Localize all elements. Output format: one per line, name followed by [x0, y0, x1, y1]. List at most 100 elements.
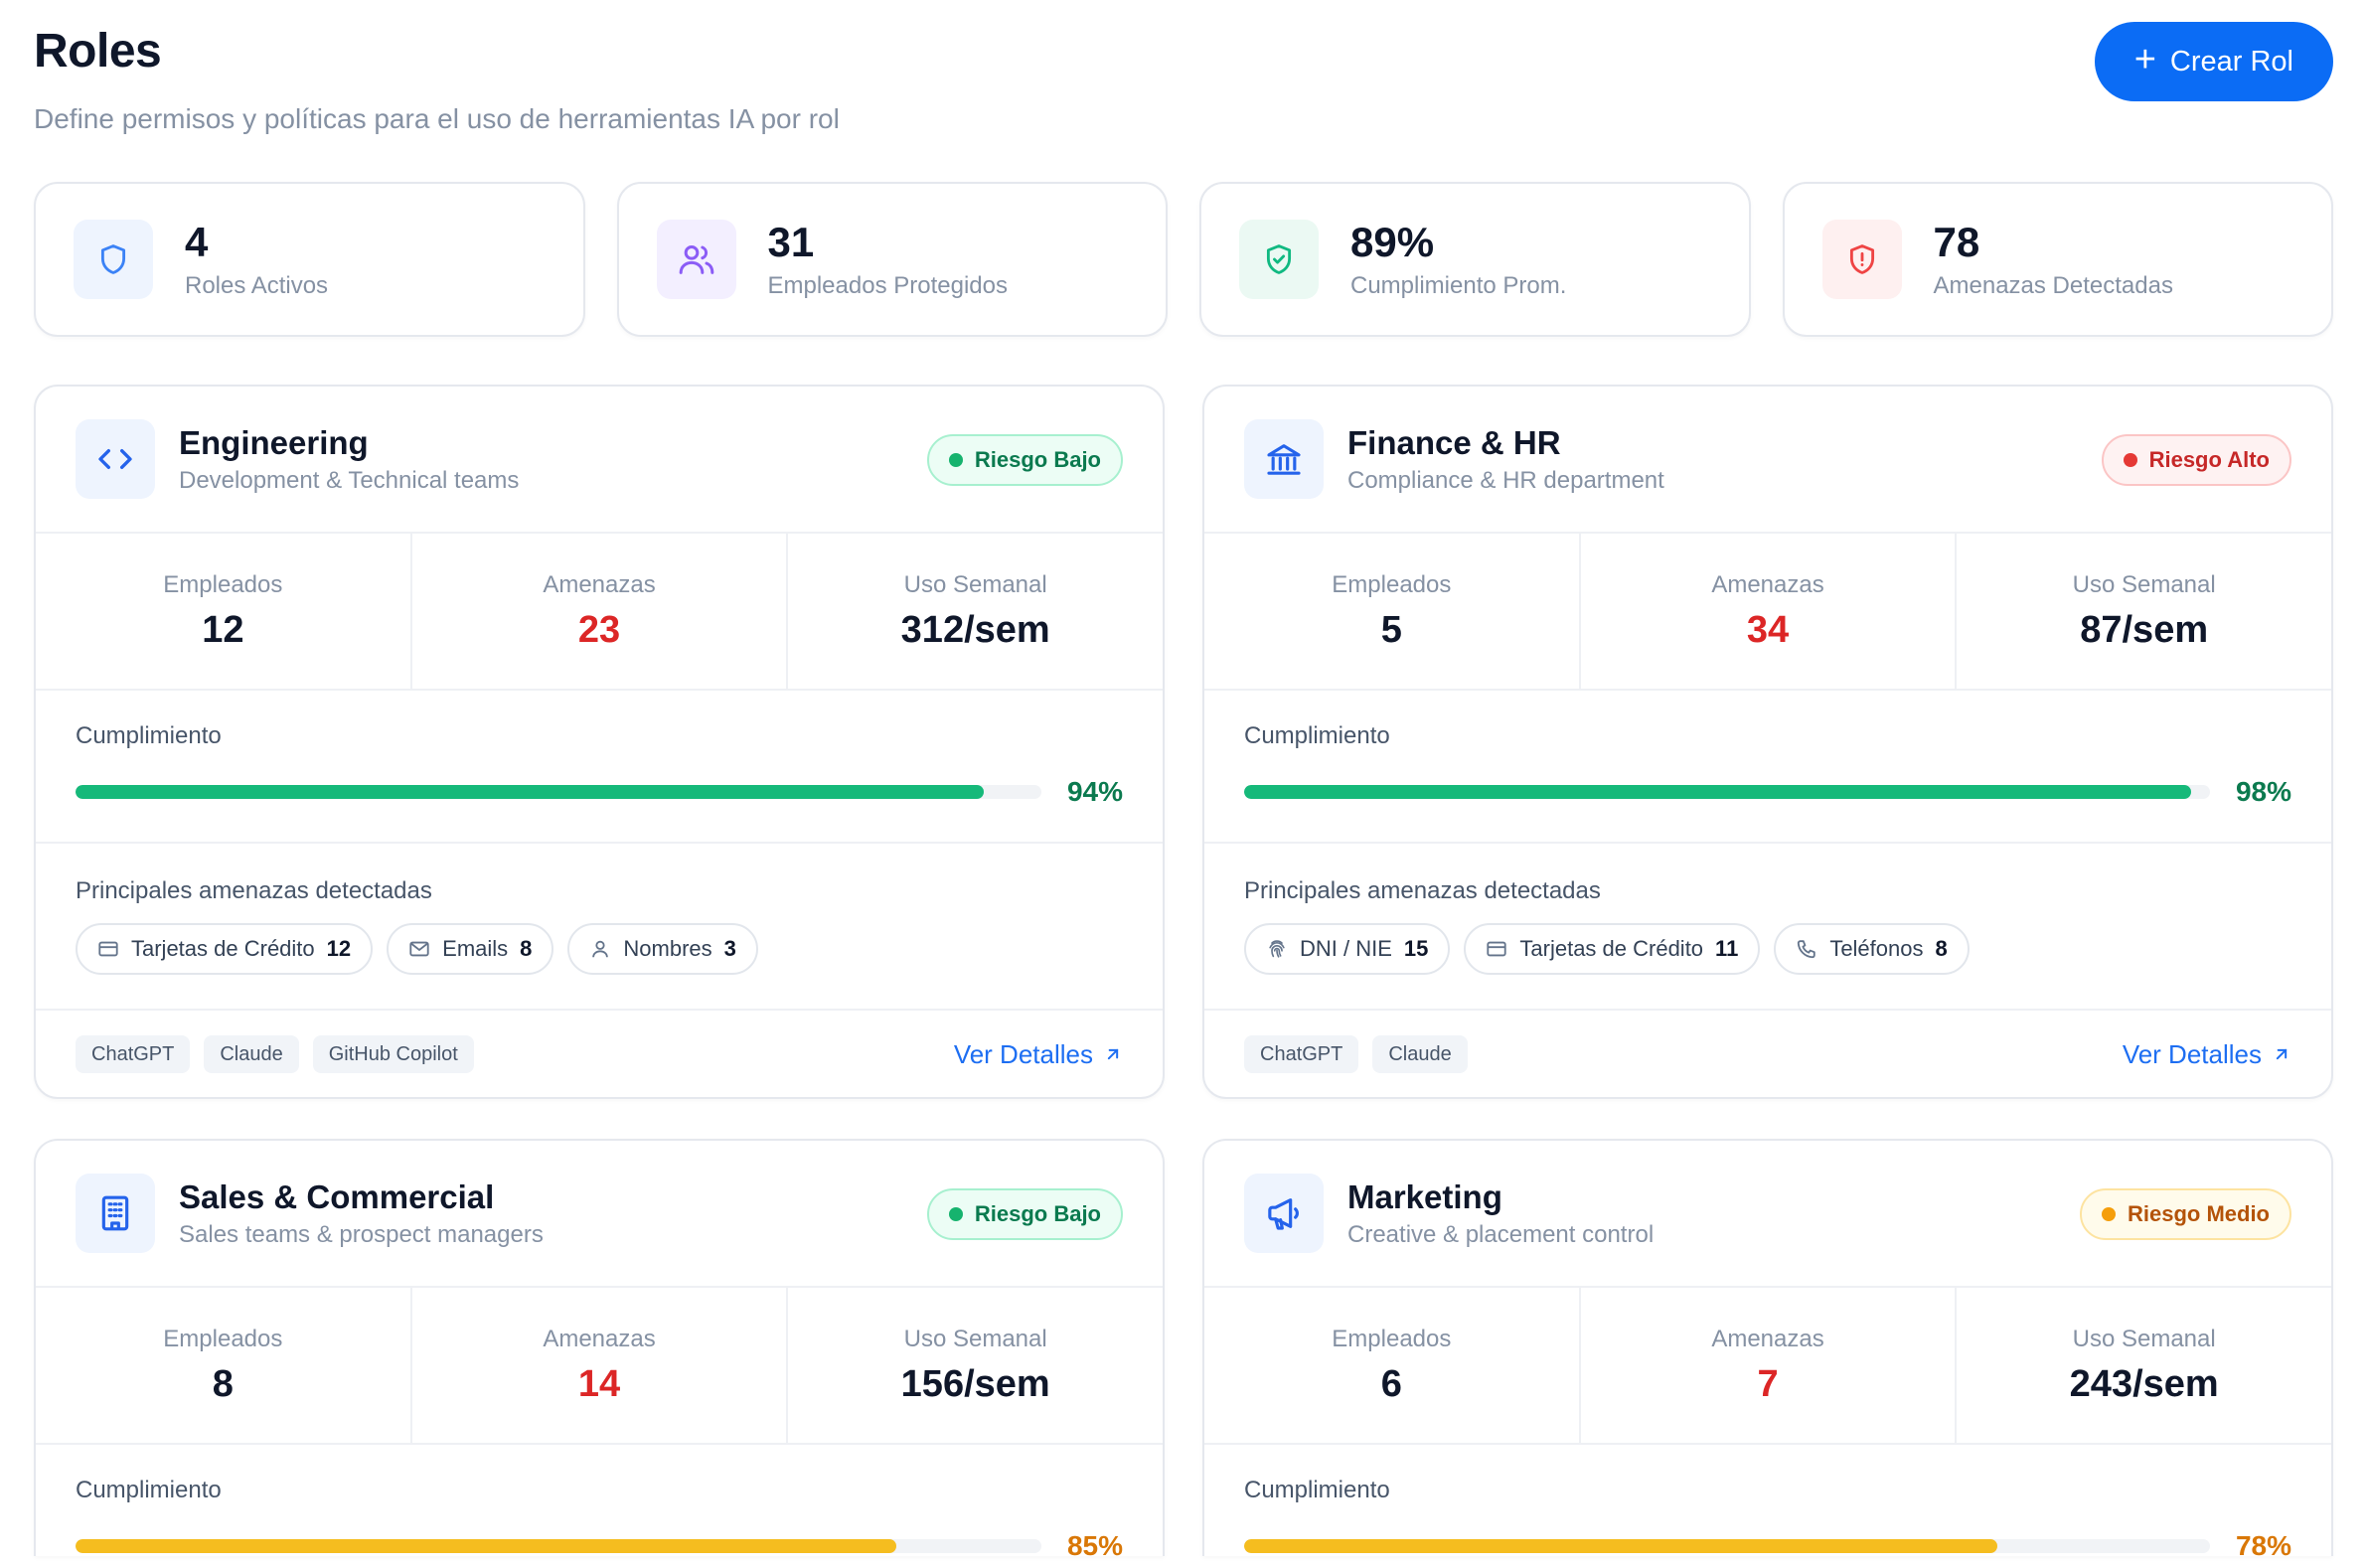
megaphone-icon [1244, 1174, 1324, 1253]
role-card-header: Engineering Development & Technical team… [36, 387, 1163, 534]
stat-label: Cumplimiento Prom. [1350, 272, 1567, 299]
role-metrics: Empleados 12 Amenazas 23 Uso Semanal 312/se… [36, 534, 1163, 691]
metric-threats: Amenazas 34 [1581, 534, 1958, 689]
stat-card-roles: 4 Roles Activos [34, 182, 585, 337]
tool-tag: GitHub Copilot [312, 1035, 474, 1073]
compliance-progress-bar [1244, 1539, 2210, 1553]
role-card-finance-hr[interactable]: Finance & HR Compliance & HR department … [1202, 385, 2333, 1099]
view-details-link[interactable]: Ver Detalles [2123, 1039, 2291, 1070]
risk-badge: Riesgo Bajo [926, 434, 1123, 486]
status-dot [2123, 453, 2137, 467]
compliance-percent: 98% [2235, 776, 2291, 807]
status-dot [948, 453, 963, 467]
compliance-progress-fill [76, 785, 984, 799]
metric-label: Amenazas [1711, 570, 1824, 598]
top-threats-label: Principales amenazas detectadas [76, 877, 432, 904]
credit-card-icon [98, 941, 118, 957]
role-card-header: Marketing Creative & placement control R… [1204, 1141, 2331, 1288]
threat-chip[interactable]: Teléfonos 8 [1774, 923, 1970, 975]
role-metrics: Empleados 8 Amenazas 14 Uso Semanal 156/sem [36, 1288, 1163, 1445]
role-card-header: Sales & Commercial Sales teams & prospec… [36, 1141, 1163, 1288]
metric-employees: Empleados 12 [36, 534, 412, 689]
threat-chip[interactable]: Nombres 3 [567, 923, 758, 975]
role-metrics: Empleados 6 Amenazas 7 Uso Semanal 243/sem [1204, 1288, 2331, 1445]
role-description: Development & Technical teams [179, 467, 520, 494]
metric-label: Uso Semanal [903, 570, 1047, 598]
fingerprint-icon [1269, 940, 1285, 958]
stat-value: 4 [185, 219, 209, 265]
metric-threats: Amenazas 14 [412, 1288, 789, 1443]
users-icon [656, 220, 736, 299]
role-name: Engineering [179, 424, 369, 461]
metric-weekly-usage: Uso Semanal 156/sem [788, 1288, 1163, 1443]
compliance-label: Cumplimiento [76, 1477, 222, 1503]
compliance-label: Cumplimiento [1244, 722, 1390, 749]
view-details-link[interactable]: Ver Detalles [954, 1039, 1123, 1070]
building-icon [76, 1174, 155, 1253]
metric-label: Amenazas [543, 1325, 656, 1352]
plus-icon: + [2133, 39, 2156, 80]
metric-value: 12 [202, 608, 244, 651]
metric-threats: Amenazas 7 [1581, 1288, 1958, 1443]
role-description: Sales teams & prospect managers [179, 1221, 544, 1248]
role-description: Compliance & HR department [1347, 467, 1664, 494]
code-icon [76, 419, 155, 499]
threat-chip[interactable]: DNI / NIE 15 [1244, 923, 1451, 975]
threat-label: Tarjetas de Crédito [131, 936, 315, 961]
threat-count: 11 [1715, 936, 1739, 961]
metric-value: 312/sem [900, 608, 1050, 651]
create-role-button[interactable]: + Crear Rol [2094, 22, 2333, 101]
compliance-percent: 94% [1066, 776, 1123, 807]
risk-label: Riesgo Medio [2127, 1201, 2270, 1226]
role-name: Marketing [1347, 1178, 1502, 1215]
role-description: Creative & placement control [1347, 1221, 1655, 1248]
compliance-percent: 78% [2235, 1530, 2291, 1556]
threat-chip[interactable]: Tarjetas de Crédito 12 [76, 923, 374, 975]
threat-label: DNI / NIE [1300, 936, 1392, 961]
compliance-section: Cumplimiento 94% [36, 691, 1163, 844]
compliance-progress-fill [76, 1539, 897, 1553]
compliance-progress-fill [1244, 785, 2191, 799]
metric-label: Uso Semanal [903, 1325, 1047, 1352]
role-card-header: Finance & HR Compliance & HR department … [1204, 387, 2331, 534]
role-name: Finance & HR [1347, 424, 1561, 461]
role-card-marketing[interactable]: Marketing Creative & placement control R… [1202, 1139, 2333, 1556]
metric-employees: Empleados 6 [1204, 1288, 1581, 1443]
metric-value: 23 [577, 608, 621, 651]
stats-row: 4 Roles Activos 31 Empleados Protegidos … [34, 182, 2333, 337]
threat-label: Emails [442, 936, 509, 961]
threat-label: Tarjetas de Crédito [1519, 936, 1704, 961]
stat-card-compliance: 89% Cumplimiento Prom. [1199, 182, 1751, 337]
bank-icon [1244, 419, 1324, 499]
metric-value: 156/sem [900, 1362, 1050, 1405]
metric-label: Uso Semanal [2072, 570, 2216, 598]
create-role-label: Crear Rol [2169, 45, 2293, 78]
metric-weekly-usage: Uso Semanal 87/sem [1957, 534, 2331, 689]
threat-label: Teléfonos [1829, 936, 1924, 961]
threat-count: 15 [1403, 936, 1429, 961]
compliance-section: Cumplimiento 98% [1204, 691, 2331, 844]
phone-icon [1798, 940, 1816, 959]
page-subtitle: Define permisos y políticas para el uso … [34, 103, 840, 134]
shield-icon [74, 220, 153, 299]
stat-label: Empleados Protegidos [767, 272, 1008, 299]
metric-value: 8 [212, 1362, 234, 1405]
metric-value: 87/sem [2080, 608, 2209, 651]
metric-value: 6 [1380, 1362, 1402, 1405]
metric-value: 7 [1757, 1362, 1779, 1405]
stat-value: 78 [1933, 219, 1980, 265]
top-threats-label: Principales amenazas detectadas [1244, 877, 1601, 904]
role-card-engineering[interactable]: Engineering Development & Technical team… [34, 385, 1165, 1099]
metric-employees: Empleados 5 [1204, 534, 1581, 689]
metric-value: 14 [577, 1362, 621, 1405]
role-card-sales-commercial[interactable]: Sales & Commercial Sales teams & prospec… [34, 1139, 1165, 1556]
compliance-section: Cumplimiento 78% [1204, 1445, 2331, 1556]
compliance-percent: 85% [1066, 1530, 1123, 1556]
page-title: Roles [34, 25, 162, 78]
top-threats-section: Principales amenazas detectadas DNI / NI… [1204, 844, 2331, 1011]
stat-card-employees: 31 Empleados Protegidos [616, 182, 1168, 337]
threat-chip[interactable]: Emails 8 [387, 923, 554, 975]
compliance-progress-fill [1244, 1539, 1998, 1553]
threat-chip[interactable]: Tarjetas de Crédito 11 [1464, 923, 1761, 975]
mail-icon [409, 941, 429, 957]
